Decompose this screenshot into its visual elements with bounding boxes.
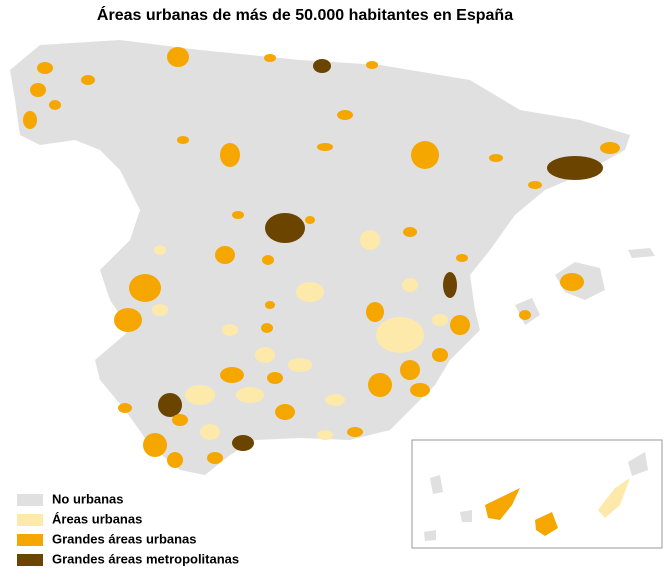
urban-area [402, 278, 418, 292]
urban-area [347, 427, 363, 437]
urban-area [158, 393, 182, 417]
urban-area [185, 385, 215, 405]
urban-area [232, 435, 254, 451]
island [598, 478, 630, 518]
urban-area [368, 373, 392, 397]
urban-area [222, 324, 238, 336]
urban-area [220, 367, 244, 383]
urban-area [167, 452, 183, 468]
urban-area [81, 75, 95, 85]
canary-inset [411, 439, 663, 549]
island [535, 512, 558, 536]
urban-area [49, 100, 61, 110]
urban-area [366, 61, 378, 69]
urban-area [547, 156, 603, 180]
urban-area [376, 317, 424, 353]
urban-area [220, 143, 240, 167]
urban-area [265, 301, 275, 309]
urban-area [411, 141, 439, 169]
urban-area [443, 272, 457, 298]
urban-area [296, 282, 324, 302]
urban-area [275, 404, 295, 420]
urban-area [317, 430, 333, 440]
legend-swatch [17, 534, 43, 546]
legend-swatch [17, 494, 43, 506]
island [485, 488, 520, 520]
urban-area [23, 111, 37, 129]
urban-area [400, 360, 420, 380]
island [424, 530, 436, 541]
urban-area [267, 372, 283, 384]
urban-area [30, 83, 46, 97]
urban-area [200, 424, 220, 440]
legend-label: Áreas urbanas [52, 511, 142, 526]
legend-swatch [17, 554, 43, 566]
urban-area [403, 227, 417, 237]
urban-area [600, 142, 620, 154]
urban-area [215, 246, 235, 264]
canary-islands [424, 452, 648, 541]
urban-area [305, 216, 315, 224]
urban-area [366, 302, 384, 322]
urban-area [432, 314, 448, 326]
urban-area [129, 274, 161, 302]
urban-area [265, 213, 305, 243]
urban-area [288, 358, 312, 372]
urban-areas [23, 47, 620, 468]
urban-area [143, 433, 167, 457]
urban-area [154, 245, 166, 255]
urban-area [313, 59, 331, 73]
legend-swatch [17, 514, 43, 526]
urban-area [410, 383, 430, 397]
urban-area [264, 54, 276, 62]
legend-label: Grandes áreas metropolitanas [52, 551, 239, 566]
urban-area [528, 181, 542, 189]
urban-area [207, 452, 223, 464]
menorca [628, 248, 655, 258]
map-title: Áreas urbanas de más de 50.000 habitante… [97, 5, 513, 24]
urban-area [37, 62, 53, 74]
urban-area [177, 136, 189, 144]
urban-area [450, 315, 470, 335]
land [10, 40, 655, 475]
island [628, 452, 648, 476]
peninsula [10, 40, 630, 475]
urban-area [262, 255, 274, 265]
urban-area [236, 387, 264, 403]
urban-area [172, 414, 188, 426]
urban-area [232, 211, 244, 219]
urban-area [489, 154, 503, 162]
urban-area [360, 230, 380, 250]
urban-area [337, 110, 353, 120]
legend-label: No urbanas [52, 491, 124, 506]
urban-area [118, 403, 132, 413]
urban-area [114, 308, 142, 332]
urban-area [432, 348, 448, 362]
island [460, 510, 472, 522]
island [430, 475, 443, 494]
urban-area [317, 143, 333, 151]
urban-area [560, 273, 584, 291]
urban-area [167, 47, 189, 67]
urban-area [152, 304, 168, 316]
urban-area [255, 347, 275, 363]
legend-label: Grandes áreas urbanas [52, 531, 197, 546]
urban-area [456, 254, 468, 262]
urban-area [261, 323, 273, 333]
urban-area [325, 394, 345, 406]
urban-area [519, 310, 531, 320]
legend: No urbanas Áreas urbanas Grandes áreas urb… [17, 491, 239, 566]
